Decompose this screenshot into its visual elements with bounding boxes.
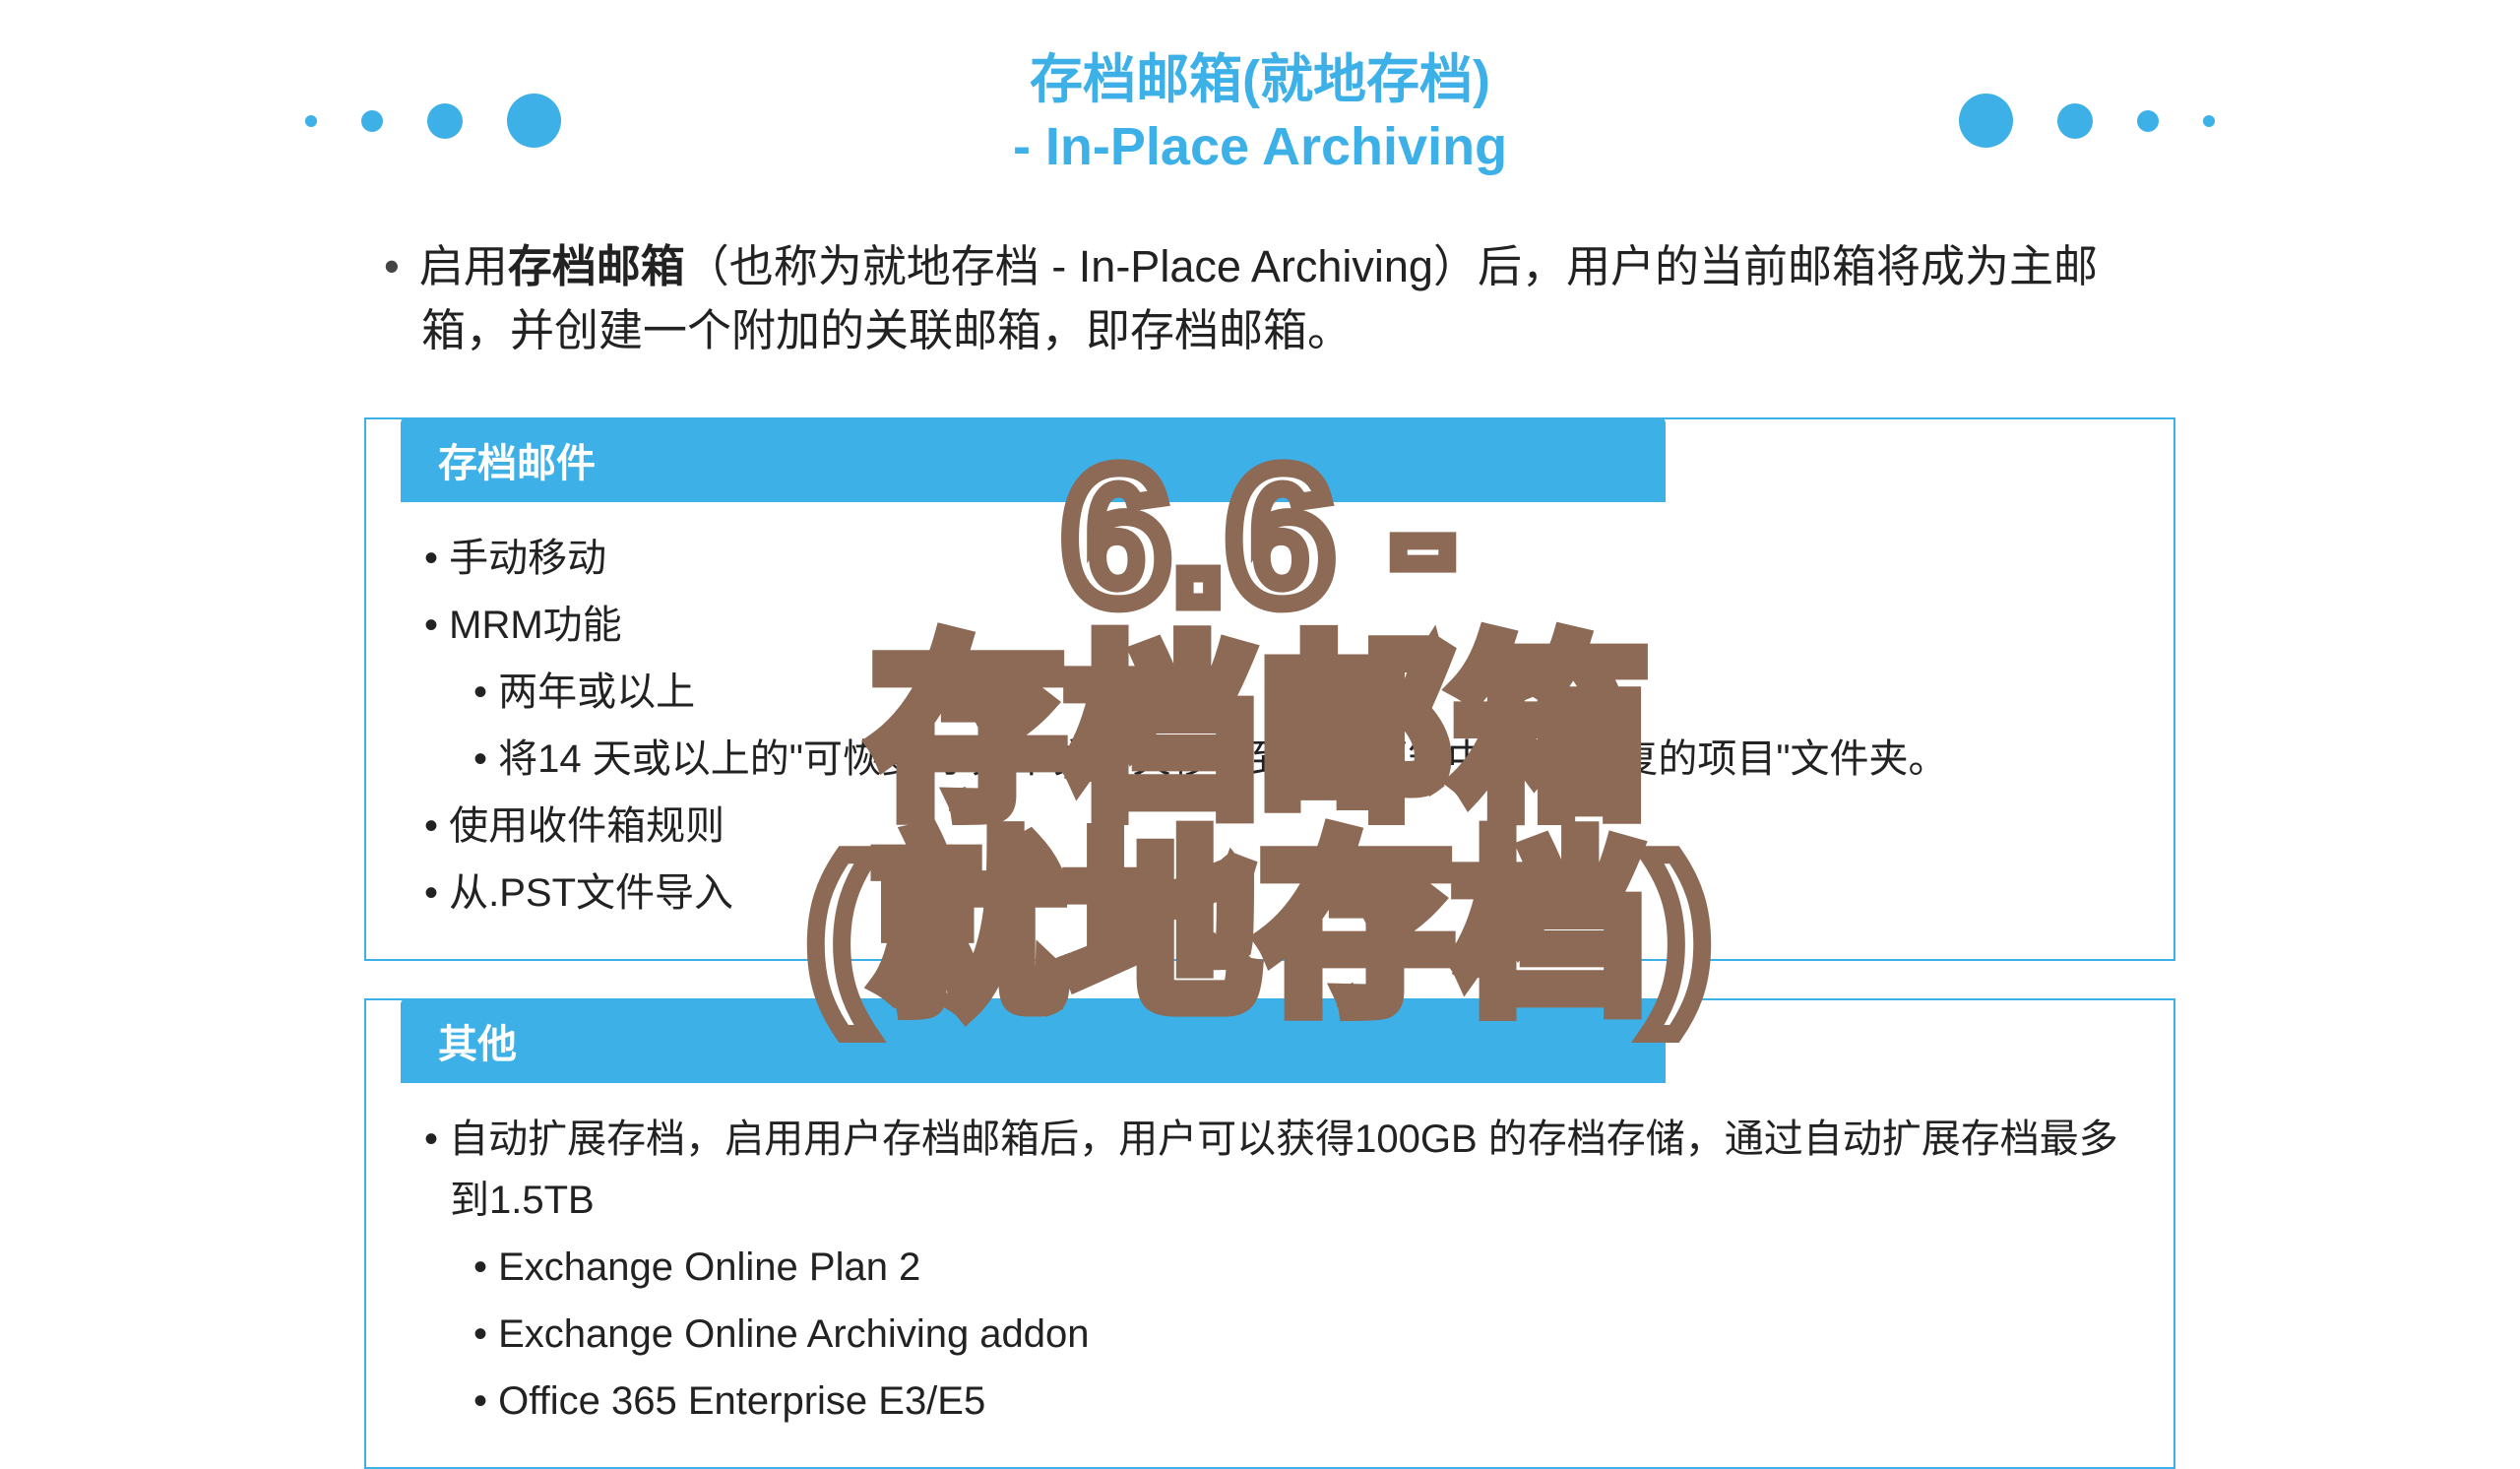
intro-prefix: 启用 <box>419 241 508 291</box>
section-body: 自动扩展存档，启用用户存档邮箱后，用户可以获得100GB 的存档存储，通过自动扩… <box>366 1083 2174 1447</box>
slide-title: 存档邮箱(就地存档) - In-Place Archiving <box>315 47 2205 180</box>
list-item: Exchange Online Plan 2 <box>420 1237 2124 1298</box>
section-header: 其他 <box>401 998 1666 1083</box>
list-item: 从.PST文件导入 <box>420 862 2124 924</box>
section-other: 其他 自动扩展存档，启用用户存档邮箱后，用户可以获得100GB 的存档存储，通过… <box>364 998 2175 1469</box>
list-item: 使用收件箱规则 <box>420 796 2124 857</box>
dot-icon <box>2137 110 2159 132</box>
section-body: 手动移动 MRM功能 两年或以上 将14 天或以上的"可恢复的项目"文件夹移动到… <box>366 502 2174 939</box>
dot-icon <box>2203 115 2215 127</box>
decoration-dots-left <box>305 94 561 148</box>
list-item: 自动扩展存档，启用用户存档邮箱后，用户可以获得100GB 的存档存储，通过自动扩… <box>420 1109 2124 1231</box>
dot-icon <box>507 94 561 148</box>
intro-bold: 存档邮箱 <box>508 241 685 291</box>
list-item: 将14 天或以上的"可恢复的项目"文件夹移动到存档邮箱中的"可恢复的项目"文件夹… <box>420 729 2124 790</box>
title-line-1: 存档邮箱(就地存档) <box>315 47 2205 114</box>
dot-icon <box>427 103 463 139</box>
list-item: MRM功能 <box>420 595 2124 656</box>
intro-paragraph: •启用存档邮箱（也称为就地存档 - In-Place Archiving）后，用… <box>384 234 2166 363</box>
list-item: 两年或以上 <box>420 662 2124 723</box>
decoration-dots-right <box>1959 94 2215 148</box>
dot-icon <box>361 110 383 132</box>
list-item: 手动移动 <box>420 528 2124 589</box>
section-archive-mail: 存档邮件 手动移动 MRM功能 两年或以上 将14 天或以上的"可恢复的项目"文… <box>364 417 2175 961</box>
section-header: 存档邮件 <box>401 417 1666 502</box>
bullet-icon: • <box>384 241 400 291</box>
dot-icon <box>2057 103 2093 139</box>
list-item: Office 365 Enterprise E3/E5 <box>420 1371 2124 1432</box>
slide-container: 存档邮箱(就地存档) - In-Place Archiving •启用存档邮箱（… <box>0 0 2520 1418</box>
list-item: Exchange Online Archiving addon <box>420 1304 2124 1365</box>
title-line-2: - In-Place Archiving <box>315 114 2205 181</box>
dot-icon <box>1959 94 2013 148</box>
dot-icon <box>305 115 317 127</box>
